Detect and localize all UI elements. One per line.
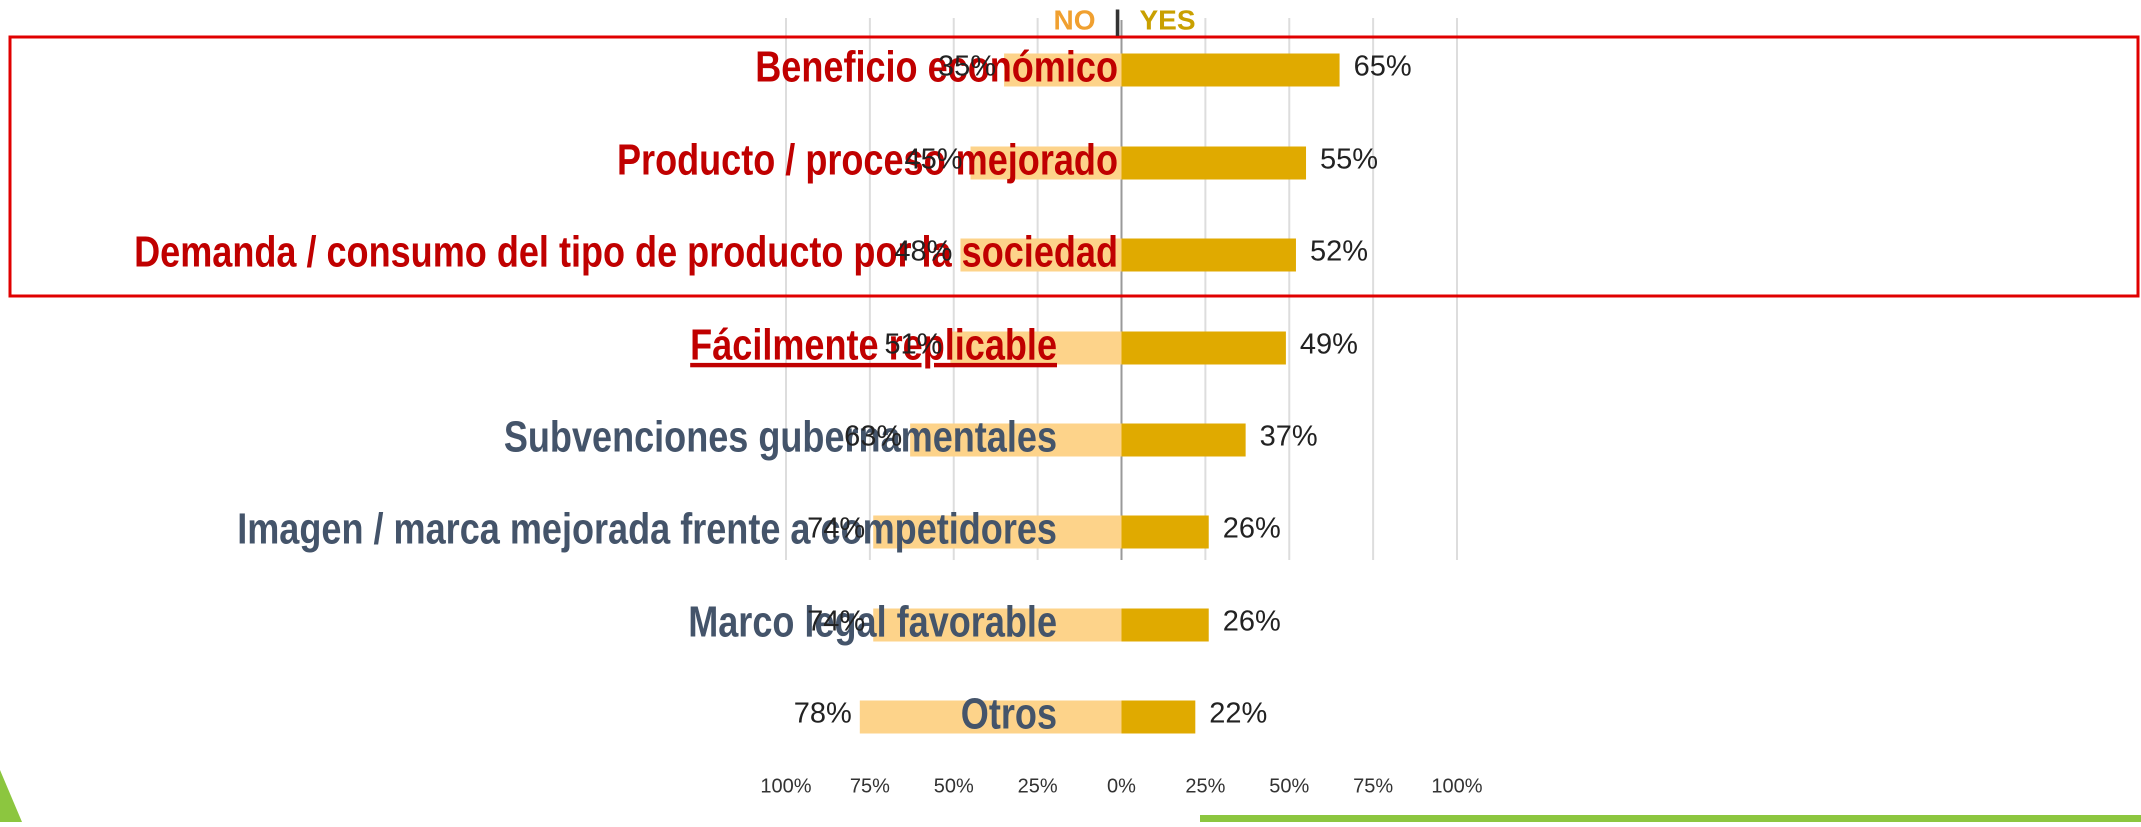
category-label-group: Demanda / consumo del tipo de producto p…: [134, 227, 1118, 276]
value-label: 52%: [1310, 236, 1368, 268]
bar: [950, 331, 1122, 365]
legend-label: YES: [1140, 4, 1196, 35]
value-label: 37%: [1260, 421, 1318, 453]
category-label-group: Otros: [961, 689, 1057, 738]
legend-separator: |: [1114, 4, 1122, 35]
value-label: 74%: [807, 513, 865, 545]
value-label: 74%: [807, 606, 865, 638]
decoration: [1200, 815, 2141, 822]
bar: [1121, 331, 1286, 365]
category-label: Imagen / marca mejorada frente a competi…: [237, 504, 1057, 553]
value-label: 65%: [1354, 51, 1412, 83]
category-label-group: Imagen / marca mejorada frente a competi…: [237, 504, 1057, 553]
category-label: Producto / proceso mejorado: [617, 135, 1118, 184]
category-label: Fácilmente replicable: [690, 320, 1057, 369]
category-label: Demanda / consumo del tipo de producto p…: [134, 227, 1118, 276]
value-label: 49%: [1300, 329, 1358, 361]
value-label: 35%: [938, 51, 996, 83]
bar: [910, 423, 1122, 457]
category-label-group: Producto / proceso mejorado: [617, 135, 1118, 184]
x-tick-label: 50%: [1269, 775, 1309, 797]
x-tick-label: 100%: [1431, 775, 1482, 797]
x-tick-label: 75%: [1353, 775, 1393, 797]
value-label: 26%: [1223, 606, 1281, 638]
value-label: 22%: [1209, 698, 1267, 730]
bar: [960, 238, 1122, 272]
x-tick-label: 25%: [1018, 775, 1058, 797]
x-tick-label: 25%: [1185, 775, 1225, 797]
bar: [970, 146, 1122, 180]
bar: [1121, 146, 1307, 180]
bar: [859, 700, 1122, 734]
value-label: 63%: [844, 421, 902, 453]
legend-label: NO: [1054, 4, 1096, 35]
bar: [1121, 423, 1246, 457]
decoration: [0, 770, 22, 822]
category-label: Marco legal favorable: [688, 597, 1057, 646]
category-label-group: Fácilmente replicable: [690, 320, 1057, 369]
category-label: Subvenciones gubernamentales: [504, 412, 1057, 461]
value-label: 55%: [1320, 144, 1378, 176]
x-tick-label: 50%: [934, 775, 974, 797]
bar: [1121, 700, 1196, 734]
category-label: Beneficio económico: [755, 42, 1118, 91]
bar: [1004, 53, 1122, 87]
category-label: Otros: [961, 689, 1057, 738]
category-label-group: Marco legal favorable: [688, 597, 1057, 646]
category-label-group: Beneficio económico: [755, 42, 1118, 91]
value-label: 26%: [1223, 513, 1281, 545]
bar: [873, 515, 1122, 549]
category-label-group: Subvenciones gubernamentales: [504, 412, 1057, 461]
x-tick-label: 75%: [850, 775, 890, 797]
bar: [1121, 53, 1340, 87]
bar: [1121, 608, 1209, 642]
bar: [873, 608, 1122, 642]
value-label: 78%: [794, 698, 852, 730]
value-label: 51%: [884, 329, 942, 361]
x-tick-label: 100%: [760, 775, 811, 797]
highlight-box: [8, 35, 2140, 298]
value-label: 48%: [894, 236, 952, 268]
bar: [1121, 515, 1209, 549]
value-label: 45%: [904, 144, 962, 176]
x-tick-label: 0%: [1107, 775, 1136, 797]
bar: [1121, 238, 1296, 272]
